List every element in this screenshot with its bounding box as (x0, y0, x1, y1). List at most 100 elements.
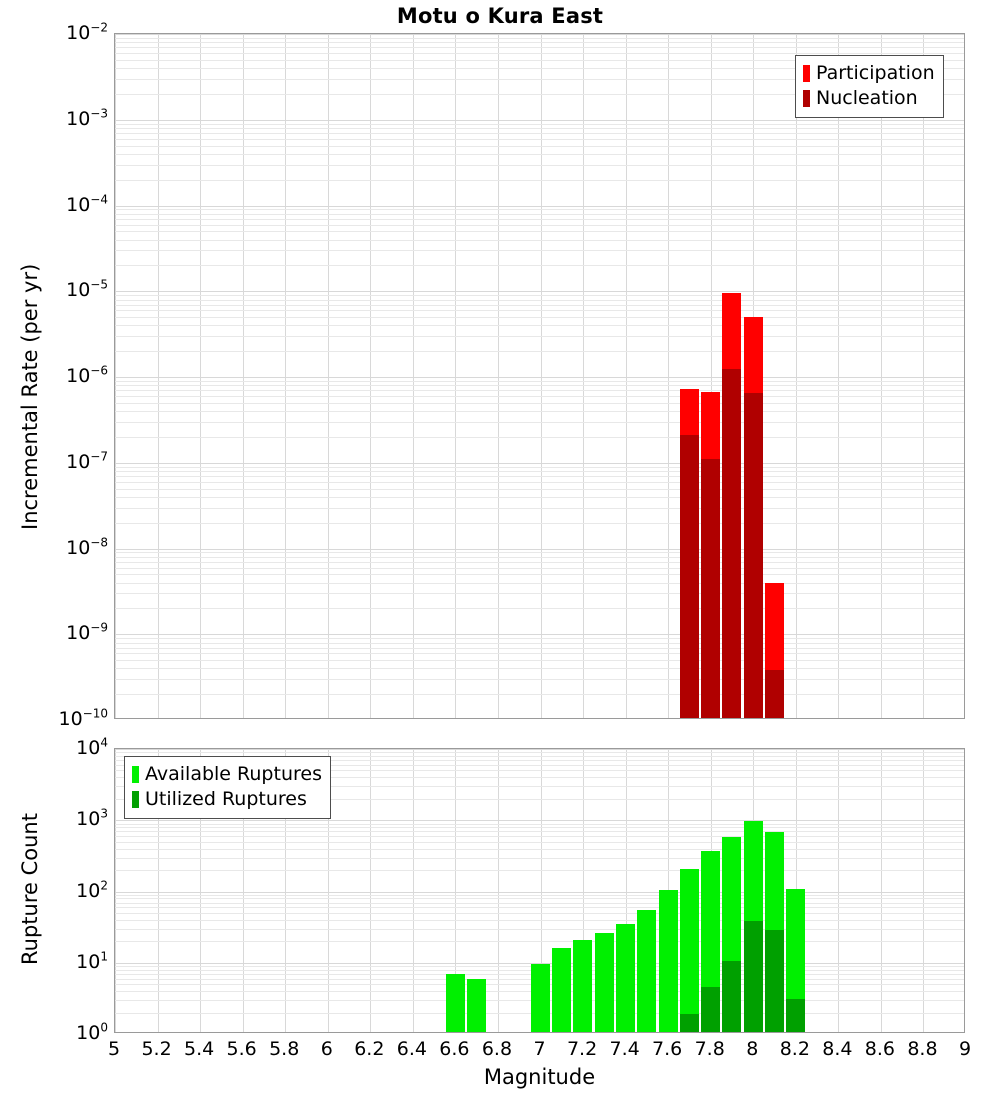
color-swatch-icon (132, 766, 139, 783)
x-axis-tick-label: 8.2 (779, 1038, 810, 1060)
color-swatch-icon (132, 791, 139, 808)
rupture-count-legend: Available Ruptures Utilized Ruptures (124, 756, 331, 819)
bar-incremental-rate-utilized (765, 670, 784, 718)
grid-line-horizontal (115, 679, 964, 680)
grid-line-vertical (370, 749, 371, 1032)
grid-line-horizontal (115, 154, 964, 155)
bar-rupture-count-available (786, 889, 805, 1032)
grid-line-horizontal (115, 390, 964, 391)
y-axis-tick-label: 102 (76, 878, 108, 902)
bar-rupture-count-available (467, 979, 486, 1032)
grid-line-horizontal (115, 497, 964, 498)
bar-rupture-count-utilized (765, 930, 784, 1032)
grid-line-vertical (923, 749, 924, 1032)
grid-line-horizontal (115, 765, 964, 766)
grid-line-horizontal (115, 295, 964, 296)
bar-rupture-count-available (446, 974, 465, 1032)
grid-line-horizontal (115, 668, 964, 669)
grid-line-horizontal (115, 824, 964, 825)
grid-line-horizontal (115, 760, 964, 761)
grid-line-horizontal (115, 963, 964, 964)
y-axis-tick-label: 10−6 (66, 363, 108, 387)
grid-line-horizontal (115, 549, 964, 550)
grid-line-horizontal (115, 870, 964, 871)
grid-line-horizontal (115, 898, 964, 899)
chart-title: Motu o Kura East (396, 4, 604, 28)
y-axis-tick-label: 10−8 (66, 535, 108, 559)
grid-line-horizontal (115, 240, 964, 241)
x-axis-tick-label: 5.4 (183, 1038, 215, 1060)
legend-item-available-ruptures[interactable]: Available Ruptures (132, 762, 322, 787)
legend-item-label: Utilized Ruptures (145, 788, 307, 810)
color-swatch-icon (803, 65, 810, 82)
grid-line-horizontal (115, 638, 964, 639)
grid-line-horizontal (115, 508, 964, 509)
grid-line-vertical (583, 749, 584, 1032)
grid-line-horizontal (115, 895, 964, 896)
x-axis-tick-label: 8 (746, 1038, 759, 1060)
y-axis-tick-label: 10−10 (58, 706, 108, 730)
grid-line-horizontal (115, 786, 964, 787)
grid-line-vertical (328, 34, 329, 718)
y-axis-tick-label: 104 (76, 735, 108, 759)
rupture-count-y-axis-title: Rupture Count (18, 813, 42, 965)
grid-line-horizontal (115, 583, 964, 584)
grid-line-horizontal (115, 523, 964, 524)
grid-line-horizontal (115, 128, 964, 129)
grid-line-horizontal (115, 53, 964, 54)
legend-item-participation[interactable]: Participation (803, 61, 935, 86)
grid-line-horizontal (115, 463, 964, 464)
x-axis-tick-label: 8.8 (907, 1038, 938, 1060)
grid-line-horizontal (115, 777, 964, 778)
bar-rupture-count-available (637, 910, 656, 1032)
grid-line-horizontal (115, 929, 964, 930)
grid-line-horizontal (115, 770, 964, 771)
grid-line-horizontal (115, 858, 964, 859)
grid-line-horizontal (115, 608, 964, 609)
grid-line-vertical (711, 34, 712, 718)
legend-item-label: Available Ruptures (145, 763, 322, 785)
grid-line-horizontal (115, 467, 964, 468)
grid-line-horizontal (115, 325, 964, 326)
bar-rupture-count-available (616, 924, 635, 1032)
grid-line-horizontal (115, 146, 964, 147)
grid-line-vertical (285, 749, 286, 1032)
grid-line-vertical (413, 34, 414, 718)
x-axis-tick-label: 6 (320, 1038, 333, 1060)
x-axis-tick-label: 9 (958, 1038, 972, 1060)
grid-line-vertical (881, 34, 882, 718)
grid-line-horizontal (115, 471, 964, 472)
grid-line-horizontal (115, 827, 964, 828)
grid-line-horizontal (115, 568, 964, 569)
grid-line-vertical (838, 749, 839, 1032)
color-swatch-icon (803, 90, 810, 107)
grid-line-horizontal (115, 557, 964, 558)
bar-rupture-count-utilized (701, 987, 720, 1032)
grid-line-vertical (115, 749, 116, 1032)
legend-item-label: Participation (816, 62, 935, 84)
bar-rupture-count-utilized (786, 999, 805, 1032)
legend-item-nucleation[interactable]: Nucleation (803, 86, 935, 111)
grid-line-horizontal (115, 214, 964, 215)
grid-line-horizontal (115, 941, 964, 942)
grid-line-horizontal (115, 489, 964, 490)
grid-line-horizontal (115, 38, 964, 39)
grid-line-vertical (541, 34, 542, 718)
x-axis-tick-label: 5.2 (141, 1038, 172, 1060)
grid-line-horizontal (115, 317, 964, 318)
x-axis-tick-label: 7.8 (694, 1038, 725, 1060)
grid-line-vertical (328, 749, 329, 1032)
grid-line-horizontal (115, 653, 964, 654)
x-axis-tick-label: 7.2 (566, 1038, 598, 1060)
x-axis-tick-label: 8.6 (864, 1038, 895, 1060)
legend-item-utilized-ruptures[interactable]: Utilized Ruptures (132, 787, 322, 812)
grid-line-vertical (838, 34, 839, 718)
grid-line-horizontal (115, 422, 964, 423)
grid-line-horizontal (115, 94, 964, 95)
grid-line-horizontal (115, 265, 964, 266)
grid-line-horizontal (115, 756, 964, 757)
x-axis-tick-label: 7.4 (609, 1038, 640, 1060)
grid-line-horizontal (115, 34, 964, 35)
grid-line-vertical (200, 749, 201, 1032)
grid-line-vertical (541, 749, 542, 1032)
